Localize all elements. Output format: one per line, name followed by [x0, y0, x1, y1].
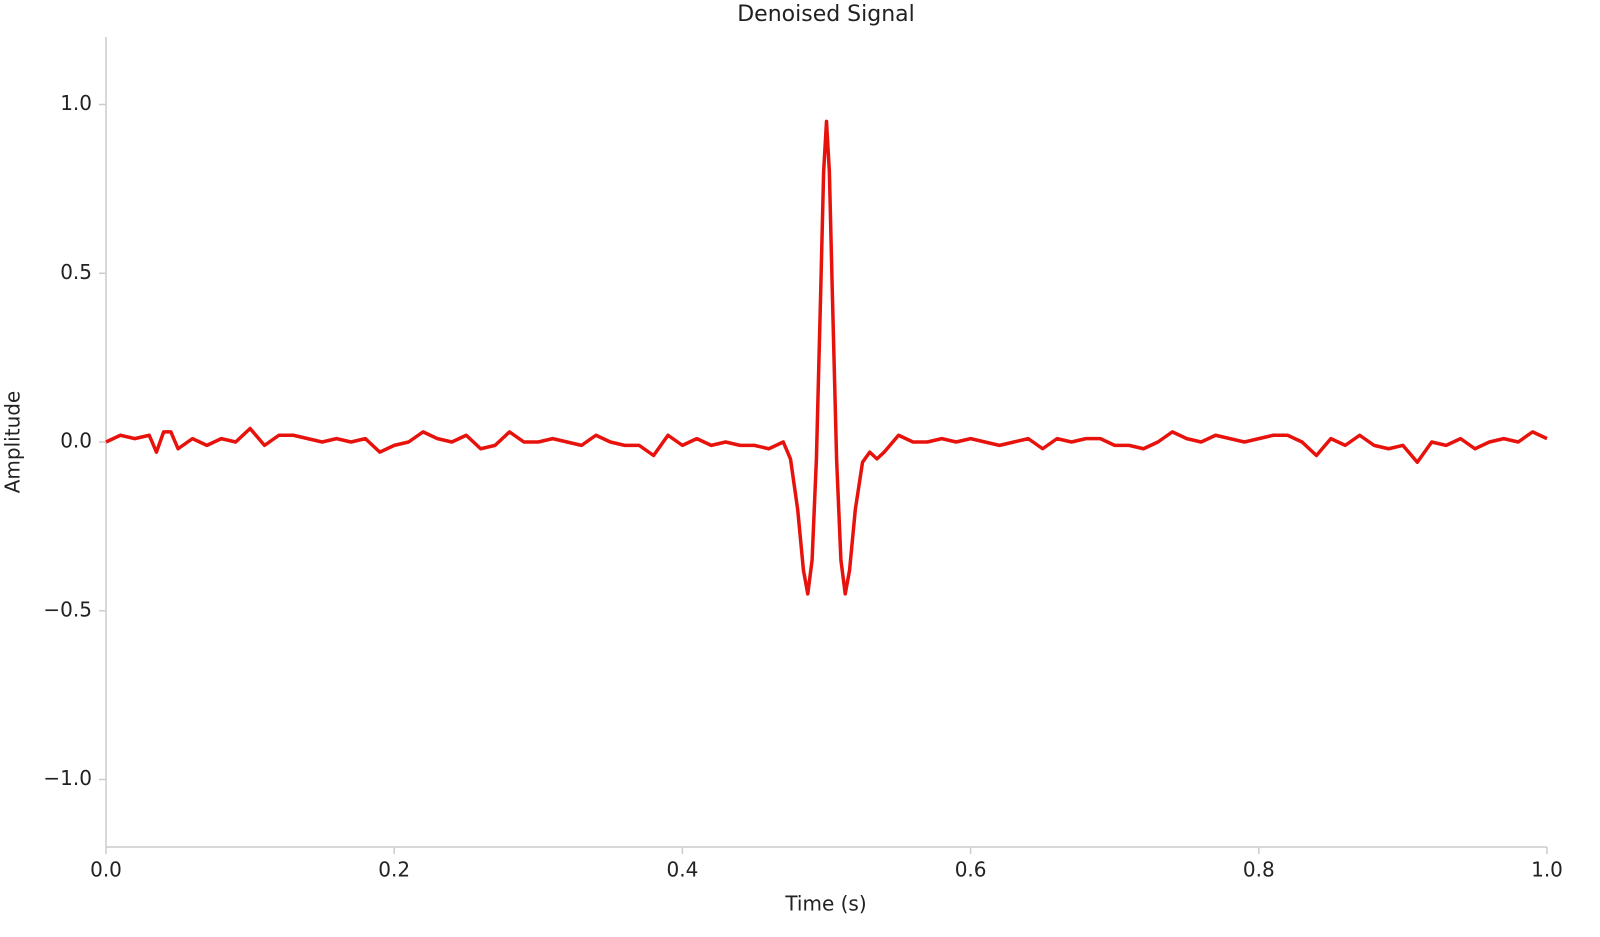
chart-title: Denoised Signal: [737, 2, 915, 27]
y-tick-label: 1.0: [60, 91, 92, 115]
x-tick-label: 0.6: [955, 858, 987, 882]
signal-line: [105, 119, 1548, 596]
y-axis-label: Amplitude: [1, 391, 25, 494]
x-tick-label: 0.8: [1243, 858, 1275, 882]
y-tick-label: 0.0: [60, 429, 92, 453]
y-tick-label: 0.5: [60, 260, 92, 284]
x-axis-label: Time (s): [784, 892, 866, 916]
y-tick-label: −0.5: [43, 597, 92, 621]
x-tick-label: 0.2: [378, 858, 410, 882]
x-tick-label: 1.0: [1531, 858, 1563, 882]
y-tick-label: −1.0: [43, 766, 92, 790]
x-tick-label: 0.0: [90, 858, 122, 882]
x-tick-label: 0.4: [666, 858, 698, 882]
